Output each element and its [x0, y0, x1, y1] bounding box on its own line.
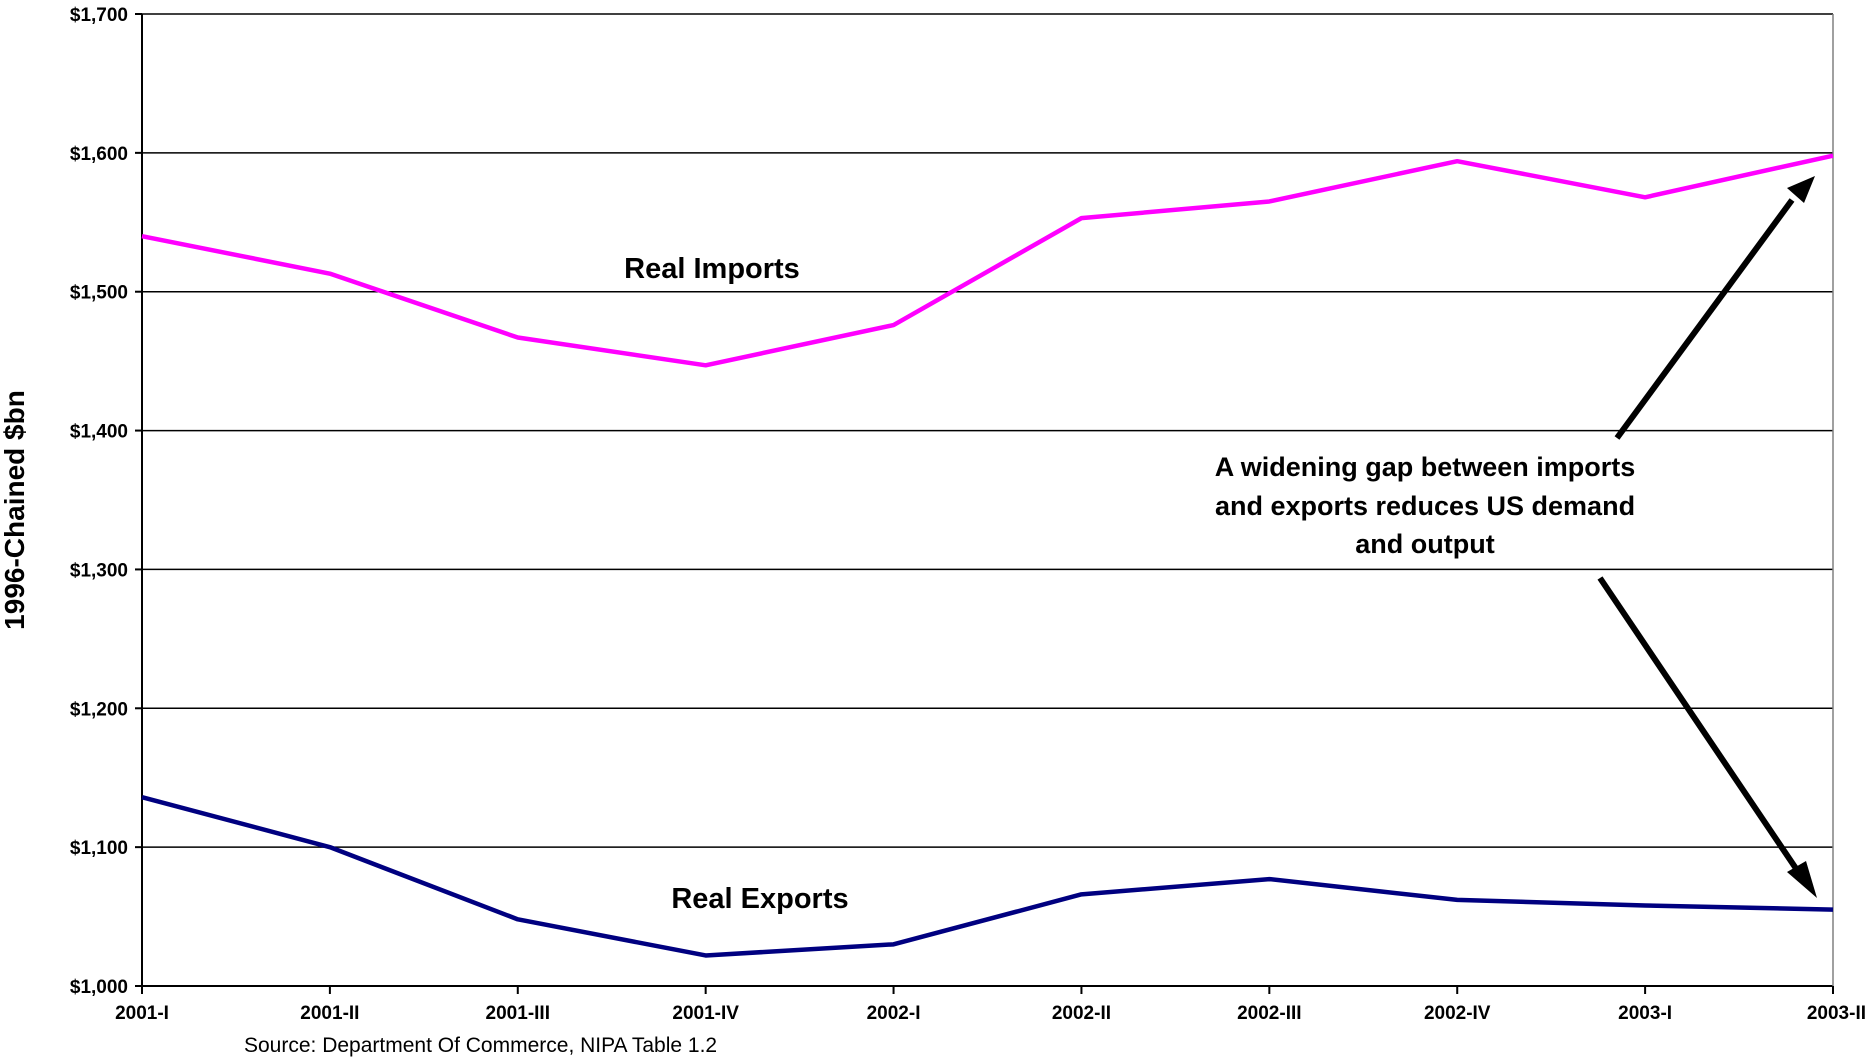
annotation-line-1: A widening gap between imports — [1215, 452, 1636, 482]
y-axis-label: 1996-Chained $bn — [0, 390, 30, 630]
y-tick-label: $1,300 — [70, 560, 128, 581]
series-line-real-exports — [141, 794, 1834, 958]
x-tick-label: 2002-IV — [1424, 1003, 1491, 1024]
annotation-line-2: and exports reduces US demand — [1215, 491, 1635, 521]
y-tick-label: $1,100 — [70, 838, 128, 859]
series-line-real-imports — [141, 153, 1834, 368]
annotation-line-3: and output — [1355, 529, 1494, 559]
y-tick-label: $1,200 — [70, 699, 128, 720]
arrow-head-imports — [1787, 176, 1815, 203]
x-tick-label: 2001-III — [486, 1003, 550, 1024]
x-tick-label: 2003-I — [1618, 1003, 1672, 1024]
x-tick-label: 2001-II — [300, 1003, 359, 1024]
y-tick-labels: $1,000 $1,100 $1,200 $1,300 $1,400 $1,500 $1,6… — [70, 5, 128, 998]
x-tick-label: 2001-I — [115, 1003, 169, 1024]
source-note: Source: Department Of Commerce, NIPA Tab… — [244, 1034, 717, 1057]
x-tick-labels: 2001-I 2001-II 2001-III 2001-IV 2002-I 2002-I… — [115, 1003, 1866, 1024]
x-tick-label: 2001-IV — [672, 1003, 739, 1024]
x-tick-label: 2002-II — [1052, 1003, 1111, 1024]
x-tick-label: 2003-II — [1807, 1003, 1866, 1024]
x-tick-label: 2002-III — [1237, 1003, 1301, 1024]
arrow-to-imports — [1614, 198, 1795, 440]
y-tick-label: $1,400 — [70, 422, 128, 443]
x-tick-label: 2002-I — [867, 1003, 921, 1024]
y-tick-label: $1,500 — [70, 283, 128, 304]
gridlines — [142, 13, 1833, 848]
y-tick-label: $1,000 — [70, 977, 128, 998]
arrow-to-exports — [1597, 576, 1800, 872]
series-lines — [141, 153, 1834, 958]
series-label-real-exports: Real Exports — [671, 883, 848, 915]
arrow-head-exports — [1787, 861, 1817, 898]
y-tick-label: $1,600 — [70, 144, 128, 165]
y-tick-label: $1,700 — [70, 5, 128, 26]
axes — [135, 13, 1834, 994]
annotation: A widening gap between imports and expor… — [1215, 452, 1636, 559]
series-label-real-imports: Real Imports — [624, 253, 800, 285]
annotation-arrows — [1597, 176, 1817, 898]
